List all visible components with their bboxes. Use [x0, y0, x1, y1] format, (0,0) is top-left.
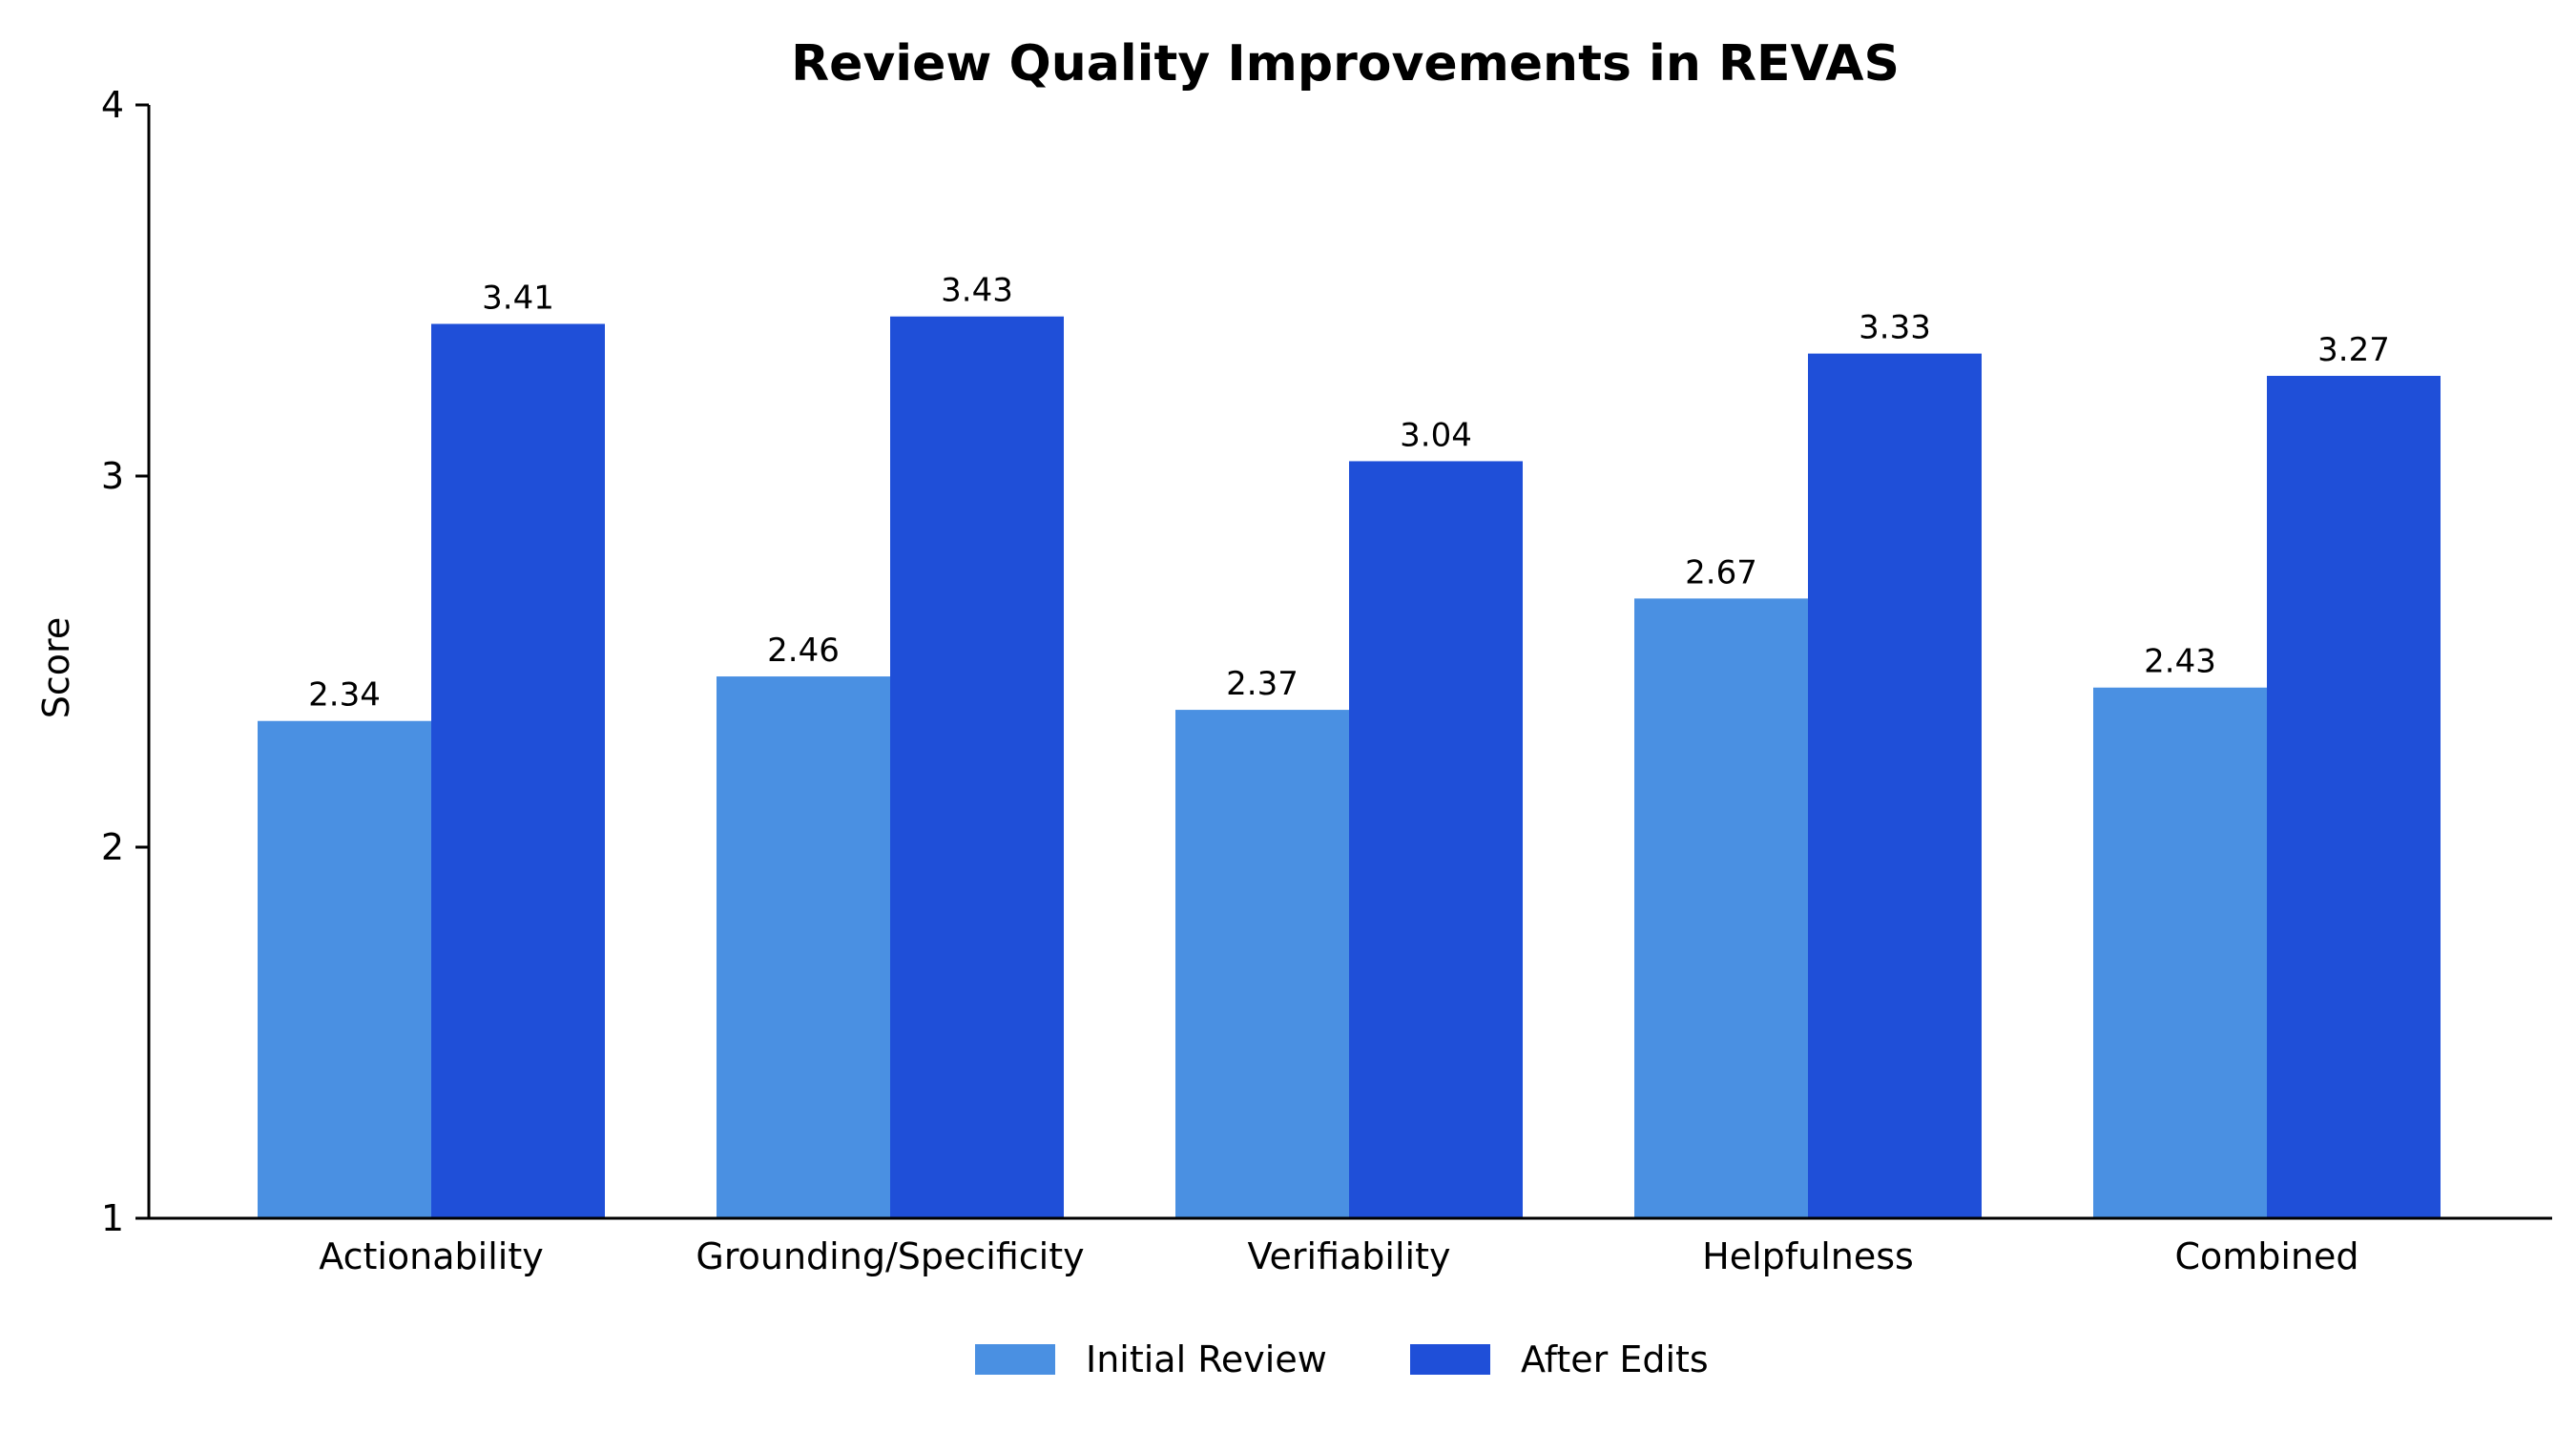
- bar-initial-review: [2093, 687, 2267, 1218]
- bar-value-label: 3.43: [941, 272, 1013, 310]
- bar-after-edits: [1349, 461, 1523, 1218]
- legend-label-initial-review: Initial Review: [1086, 1338, 1327, 1380]
- bar-value-label: 2.37: [1226, 665, 1298, 703]
- y-tick-label: 3: [101, 455, 124, 497]
- legend-swatch-initial-review: [975, 1344, 1055, 1375]
- y-tick-label: 2: [101, 826, 124, 868]
- bar-after-edits: [2267, 375, 2441, 1219]
- bar-after-edits: [890, 316, 1064, 1219]
- value-labels-group: 2.34 3.41 2.46 3.43 2.37 3.04 2.67 3.33 2.43 3.27: [308, 272, 2390, 715]
- bar-value-label: 2.67: [1685, 553, 1757, 591]
- bar-value-label: 3.33: [1859, 309, 1931, 347]
- chart-title: Review Quality Improvements in REVAS: [791, 35, 1900, 93]
- bar-value-label: 2.34: [308, 676, 381, 715]
- bar-initial-review: [717, 676, 890, 1218]
- y-tick-label: 4: [101, 84, 124, 126]
- bar-after-edits: [1808, 353, 1982, 1218]
- legend: Initial Review After Edits: [975, 1338, 1709, 1380]
- x-tick-label: Actionability: [319, 1235, 543, 1277]
- bars-group: [258, 316, 2441, 1219]
- y-axis-ticks: 1 2 3 4: [101, 84, 149, 1239]
- x-tick-label: Combined: [2174, 1235, 2358, 1277]
- bar-initial-review: [258, 720, 431, 1218]
- y-axis-label: Score: [35, 617, 77, 718]
- x-tick-label: Verifiability: [1247, 1235, 1450, 1277]
- bar-after-edits: [431, 323, 605, 1218]
- legend-swatch-after-edits: [1410, 1344, 1490, 1375]
- bar-value-label: 3.27: [2317, 331, 2390, 369]
- x-tick-label: Helpfulness: [1702, 1235, 1914, 1277]
- x-axis-tick-labels: Actionability Grounding/Specificity Verifi…: [319, 1235, 2358, 1277]
- bar-initial-review: [1175, 710, 1349, 1218]
- bar-initial-review: [1634, 598, 1808, 1218]
- bar-value-label: 2.43: [2144, 643, 2216, 681]
- x-tick-label: Grounding/Specificity: [696, 1235, 1084, 1277]
- bar-value-label: 3.41: [482, 280, 554, 318]
- bar-value-label: 3.04: [1400, 416, 1472, 454]
- y-tick-label: 1: [101, 1197, 124, 1239]
- legend-label-after-edits: After Edits: [1521, 1338, 1709, 1380]
- bar-value-label: 2.46: [767, 632, 840, 670]
